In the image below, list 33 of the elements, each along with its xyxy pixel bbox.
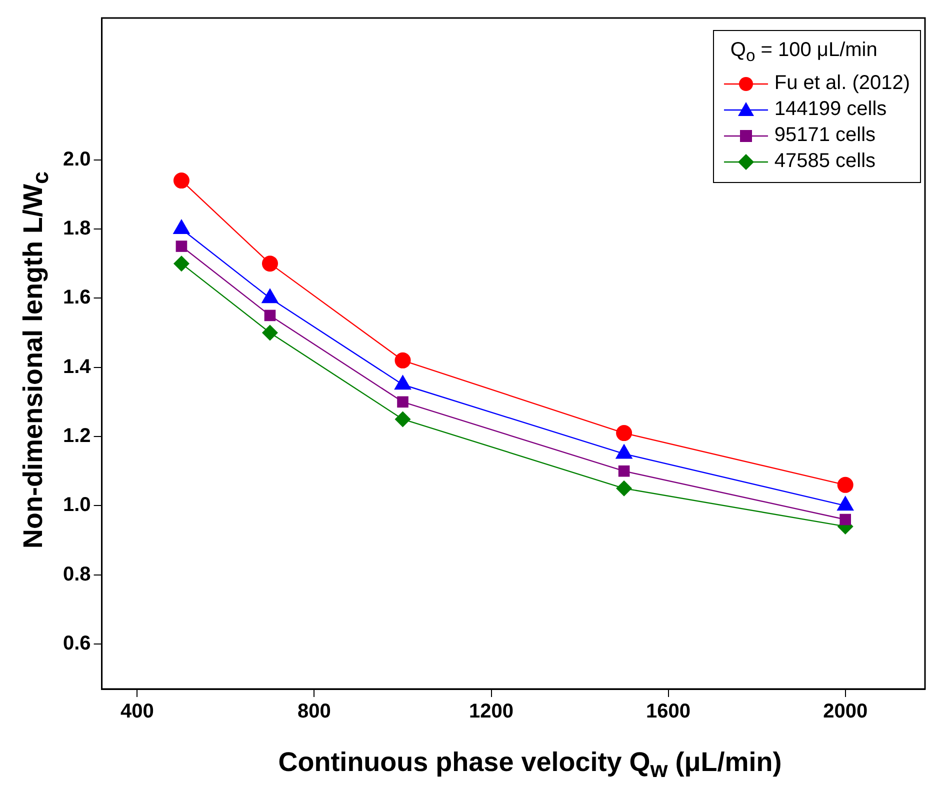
point xyxy=(262,324,278,341)
point xyxy=(176,240,188,252)
legend-title: Q$_{o}$ = 100 μL/min xyxy=(730,39,878,66)
point xyxy=(397,396,408,408)
legend-label: 95171 cells xyxy=(773,123,877,148)
x-tick-label: 800 xyxy=(298,700,331,723)
x-tick-label: 1600 xyxy=(646,700,691,723)
y-tick-label: 2.0 xyxy=(62,148,91,170)
point xyxy=(262,256,278,272)
point xyxy=(616,480,632,496)
y-tick-label: 1.6 xyxy=(62,286,91,309)
point xyxy=(173,172,190,189)
point xyxy=(618,465,630,477)
y-tick-label: 0.6 xyxy=(62,632,91,655)
legend-label: Fu et al. (2012) xyxy=(773,71,910,96)
point xyxy=(173,256,190,272)
point xyxy=(394,352,411,368)
x-tick-label: 1200 xyxy=(469,700,514,723)
point xyxy=(840,514,851,526)
y-tick-label: 1.4 xyxy=(62,356,92,378)
x-tick-label: 400 xyxy=(120,700,154,723)
x-axis-title: Continuous phase velocity Q$_{w}$ (μL/min) xyxy=(278,746,782,784)
point xyxy=(394,411,411,428)
y-tick-label: 0.8 xyxy=(62,563,91,586)
point xyxy=(616,425,632,442)
y-tick-label: 1.2 xyxy=(62,425,91,448)
legend-label: 144199 cells xyxy=(773,97,888,122)
y-tick-label: 1.8 xyxy=(62,218,91,240)
point xyxy=(264,310,276,322)
legend-label: 47585 cells xyxy=(773,149,877,174)
point xyxy=(837,476,854,493)
y-tick-label: 1.0 xyxy=(62,494,91,516)
x-tick-label: 2000 xyxy=(823,700,868,723)
